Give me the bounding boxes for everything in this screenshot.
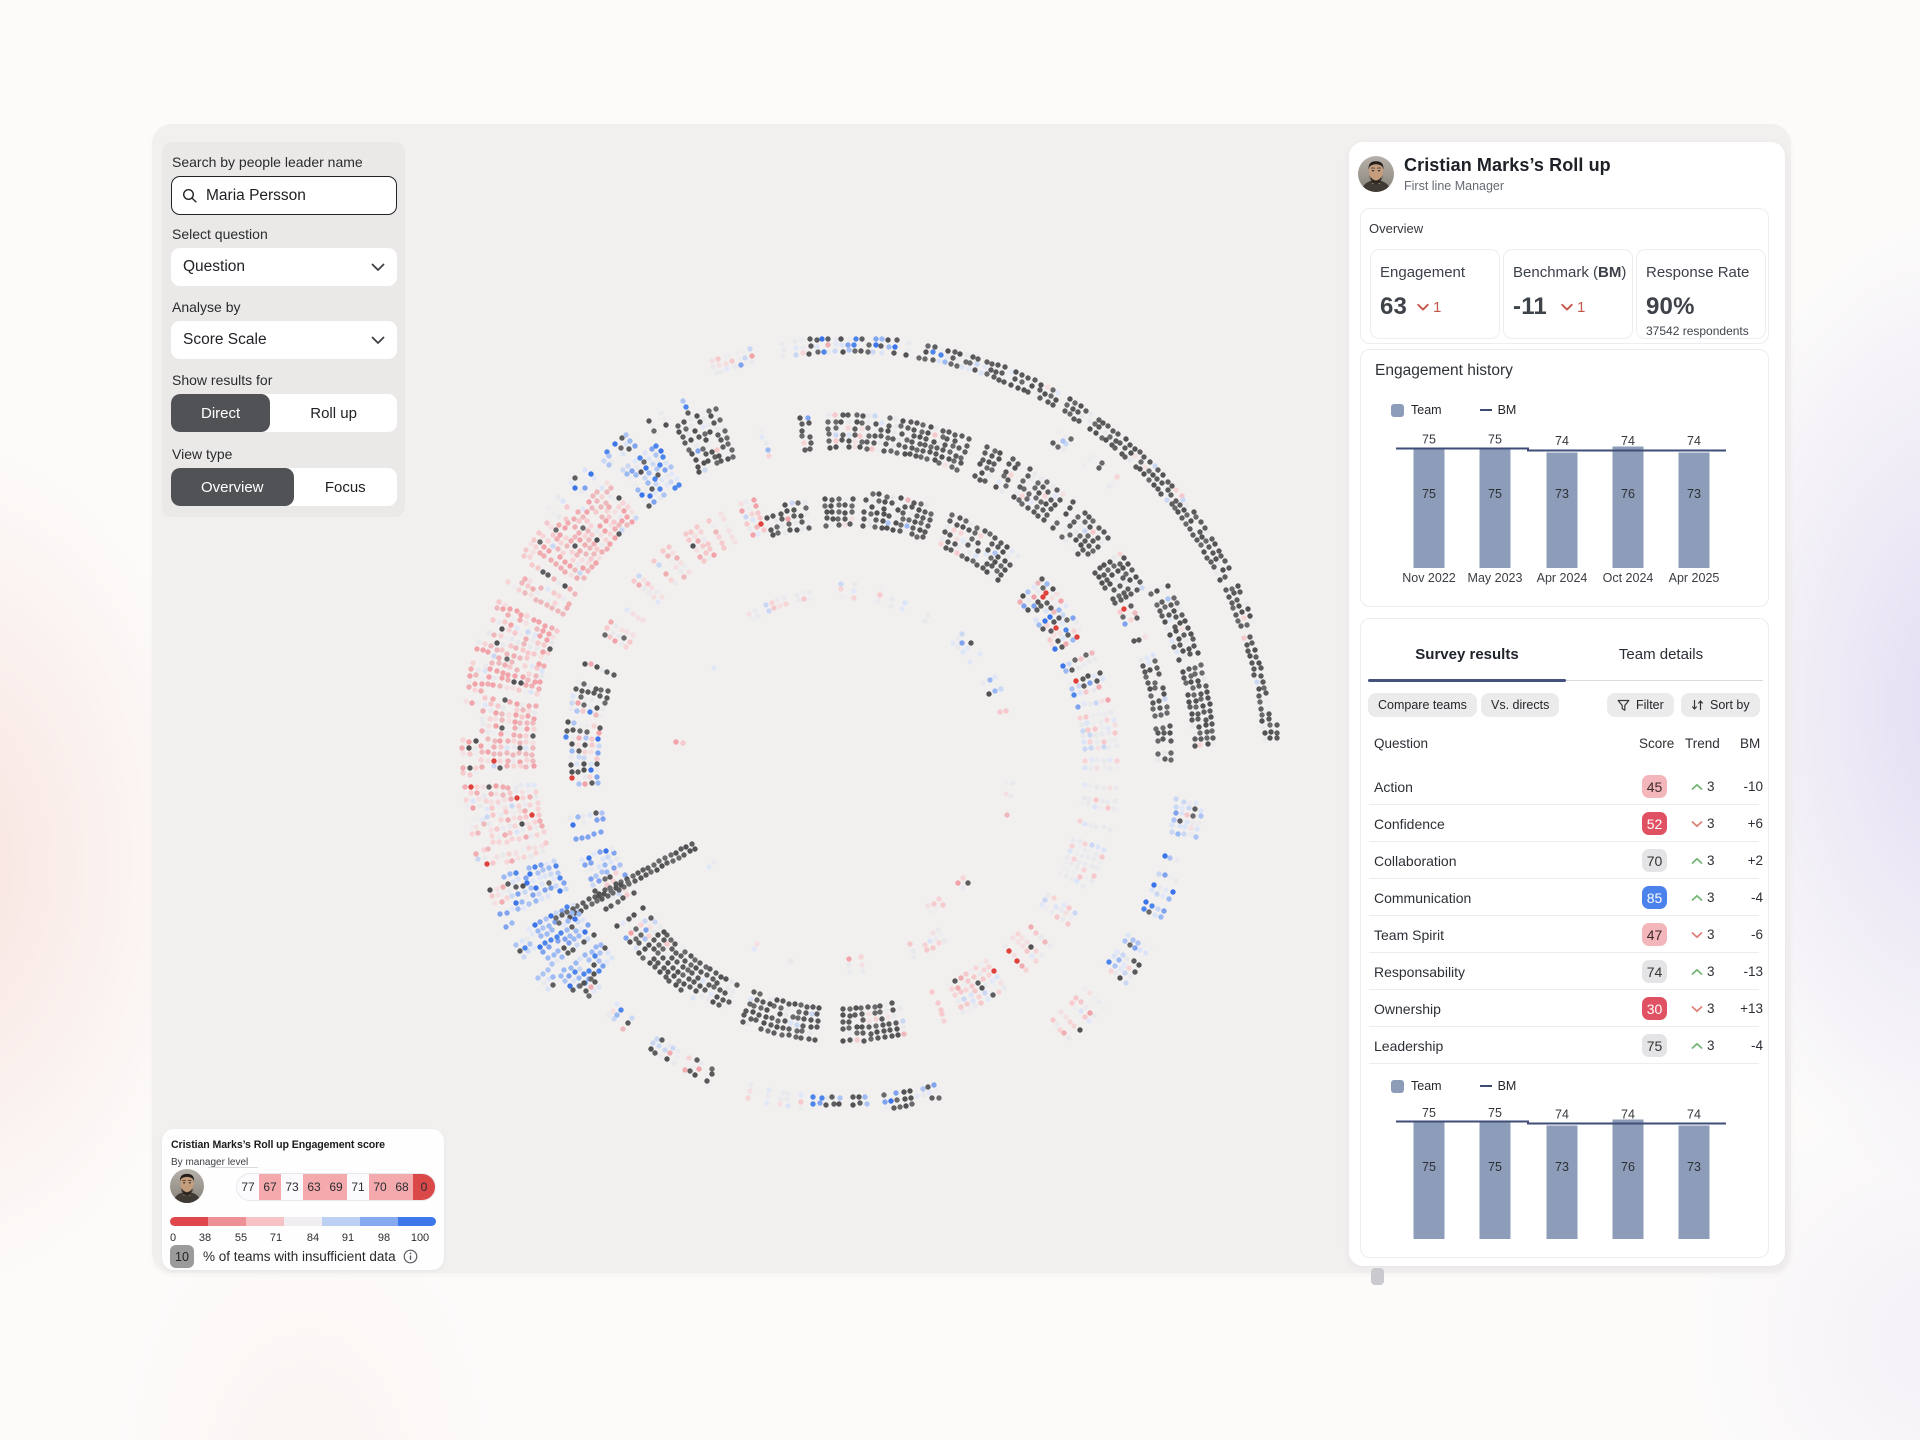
svg-text:76: 76: [1621, 1160, 1635, 1174]
svg-text:75: 75: [1422, 487, 1436, 501]
svg-text:74: 74: [1555, 1108, 1569, 1122]
svg-text:75: 75: [1422, 1160, 1436, 1174]
svg-text:75: 75: [1488, 487, 1502, 501]
svg-text:74: 74: [1687, 1108, 1701, 1122]
svg-text:73: 73: [1687, 487, 1701, 501]
svg-text:Nov 2022: Nov 2022: [1402, 571, 1456, 585]
svg-text:73: 73: [1555, 1160, 1569, 1174]
svg-text:75: 75: [1488, 1106, 1502, 1120]
svg-text:75: 75: [1422, 1106, 1436, 1120]
svg-text:75: 75: [1422, 433, 1436, 447]
svg-text:Apr 2024: Apr 2024: [1537, 571, 1588, 585]
svg-text:May 2023: May 2023: [1468, 571, 1523, 585]
svg-text:76: 76: [1621, 487, 1635, 501]
svg-text:73: 73: [1555, 487, 1569, 501]
svg-text:74: 74: [1687, 434, 1701, 448]
svg-text:74: 74: [1555, 434, 1569, 448]
svg-text:75: 75: [1488, 433, 1502, 447]
svg-text:75: 75: [1488, 1160, 1502, 1174]
svg-text:74: 74: [1621, 434, 1635, 448]
svg-text:73: 73: [1687, 1160, 1701, 1174]
svg-text:Apr 2025: Apr 2025: [1669, 571, 1720, 585]
svg-text:Oct 2024: Oct 2024: [1603, 571, 1654, 585]
svg-text:74: 74: [1621, 1108, 1635, 1122]
